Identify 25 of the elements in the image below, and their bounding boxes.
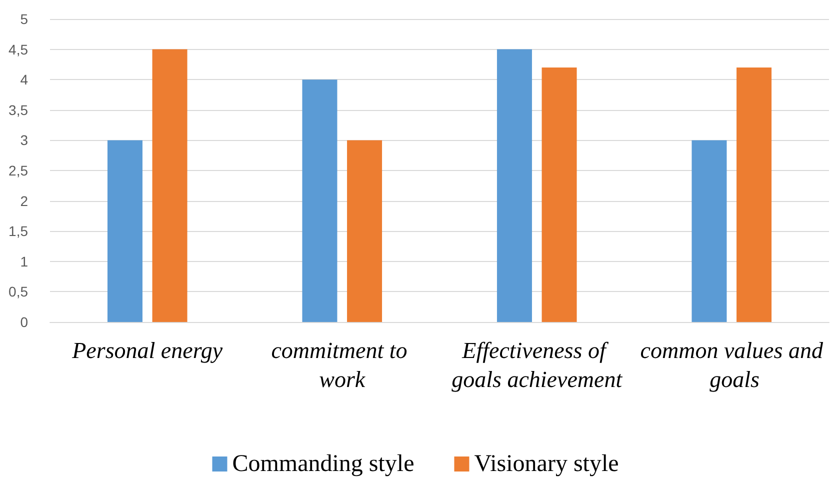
x-tick-label: common values and goals — [640, 338, 824, 392]
y-tick-label: 1,5 — [8, 223, 28, 240]
y-tick-label: 4 — [20, 72, 28, 88]
bar — [152, 49, 188, 322]
bar — [302, 80, 338, 322]
y-tick-label: 1 — [20, 253, 28, 270]
y-tick-label: 5 — [20, 11, 28, 27]
y-tick-label: 3 — [20, 132, 28, 148]
y-tick-label: 2 — [20, 192, 28, 209]
bar — [542, 67, 577, 322]
bar — [736, 67, 772, 322]
legend-label: Visionary style — [474, 451, 619, 477]
y-tick-label: 4,5 — [8, 41, 28, 58]
x-tick-label: commitment to work — [271, 338, 414, 392]
legend-label: Commanding style — [232, 451, 414, 477]
y-tick-label: 0 — [20, 314, 28, 330]
bar — [347, 140, 382, 322]
bar — [496, 49, 532, 322]
bar — [692, 140, 727, 322]
y-tick-label: 0,5 — [8, 284, 28, 300]
x-tick-label: Personal energy — [71, 338, 224, 363]
bar — [107, 140, 142, 322]
x-tick-label: Effectiveness of goals achievement — [452, 338, 623, 392]
y-tick-label: 3,5 — [8, 102, 28, 118]
y-tick-label: 2,5 — [8, 162, 28, 178]
